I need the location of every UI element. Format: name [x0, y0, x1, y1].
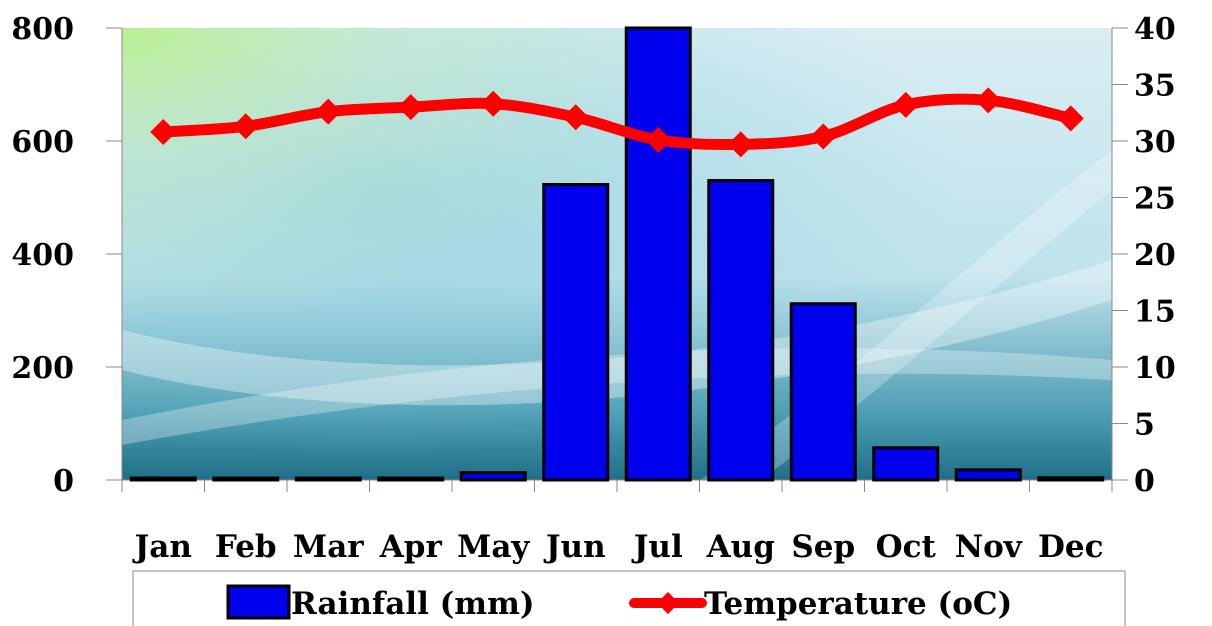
- axes: [106, 27, 1128, 492]
- rainfall-bar: [459, 471, 527, 482]
- rainfall-bar: [212, 476, 280, 482]
- temperature-point: [892, 91, 919, 118]
- temperature-point: [645, 126, 672, 153]
- temperature-point: [397, 94, 424, 121]
- right-tick-label: 30: [1134, 125, 1176, 160]
- left-tick-label: 400: [11, 238, 74, 273]
- rainfall-bar: [1037, 476, 1105, 482]
- temperature-point: [562, 104, 589, 131]
- x-tick-label: Mar: [293, 529, 364, 565]
- right-tick-label: 25: [1134, 182, 1176, 217]
- temperature-point: [150, 118, 177, 145]
- x-tick-label: Jan: [132, 529, 192, 565]
- left-tick-label: 200: [11, 351, 74, 386]
- right-tick-label: 10: [1134, 351, 1176, 386]
- left-tick-label: 800: [11, 12, 74, 47]
- right-tick-label: 5: [1134, 408, 1155, 443]
- rainfall-bar: [872, 446, 940, 482]
- temperature-line: [150, 87, 1084, 158]
- rainfall-bars: [129, 26, 1105, 482]
- temperature-point: [1057, 105, 1084, 132]
- rainfall-bar: [789, 302, 857, 482]
- temperature-point: [810, 123, 837, 150]
- legend: Rainfall (mm) Temperature (oC): [132, 570, 1126, 626]
- rainfall-bar: [542, 183, 610, 482]
- x-tick-label: Oct: [876, 529, 937, 565]
- temperature-point: [727, 131, 754, 158]
- right-tick-label: 15: [1134, 295, 1176, 330]
- rainfall-bar: [954, 468, 1022, 482]
- rainfall-bar: [377, 476, 445, 482]
- rainfall-bar: [294, 476, 362, 482]
- rainfall-bar: [129, 476, 197, 482]
- right-tick-label: 35: [1134, 69, 1176, 104]
- right-tick-label: 20: [1134, 238, 1176, 273]
- temperature-point: [232, 113, 259, 140]
- left-tick-label: 0: [53, 464, 74, 499]
- x-tick-label: Jul: [631, 529, 683, 565]
- temperature-point: [315, 98, 342, 125]
- x-tick-label: Sep: [791, 529, 855, 565]
- legend-temperature-marker: [657, 592, 679, 614]
- x-tick-label: Jun: [543, 529, 606, 565]
- right-tick-label: 40: [1134, 12, 1176, 47]
- legend-rainfall-swatch: [226, 584, 291, 620]
- rainfall-bar: [624, 26, 692, 482]
- x-tick-label: Feb: [215, 529, 277, 565]
- right-tick-label: 0: [1134, 464, 1155, 499]
- x-tick-label: Aug: [706, 529, 775, 565]
- x-tick-label: Nov: [955, 529, 1023, 565]
- x-tick-label: Dec: [1038, 529, 1103, 565]
- legend-temperature-label: Temperature (oC): [704, 586, 1012, 622]
- left-tick-label: 600: [11, 125, 74, 160]
- legend-rainfall-label: Rainfall (mm): [291, 586, 535, 622]
- x-tick-label: Apr: [379, 529, 443, 565]
- x-tick-label: May: [457, 529, 530, 565]
- temperature-point: [480, 90, 507, 117]
- tick-labels: 0 200 400 600 800 0 5 10 15 20 25 30 35 40 Jan Feb Mar Ap…: [11, 12, 1175, 565]
- rainfall-bar: [707, 179, 775, 482]
- legend-box: [132, 570, 1126, 626]
- temperature-point: [975, 87, 1002, 114]
